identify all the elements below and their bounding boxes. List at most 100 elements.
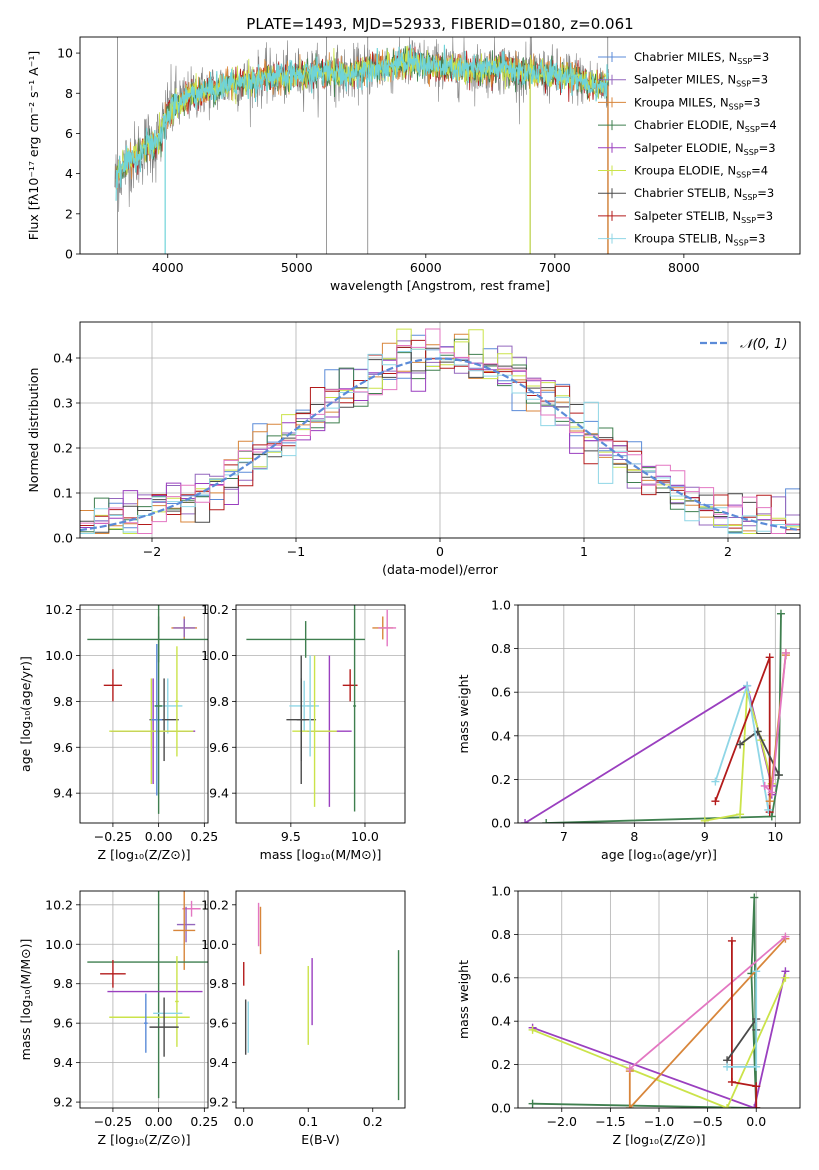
y-tick-label: 4 bbox=[65, 166, 73, 181]
legend-sub: SSP bbox=[744, 148, 759, 157]
axes-frame bbox=[517, 890, 801, 1109]
x-tick-label: −0.25 bbox=[94, 1114, 132, 1129]
y-tick-label: 9.8 bbox=[53, 976, 73, 991]
errorbar-point bbox=[342, 669, 358, 702]
y-tick-label: 10 bbox=[57, 46, 73, 61]
x-tick-label: 6000 bbox=[410, 260, 442, 275]
y-tick-label: 9.8 bbox=[209, 976, 229, 991]
y-tick-label: 0.3 bbox=[53, 396, 73, 411]
weight-series-marker bbox=[776, 609, 785, 618]
axes-frame bbox=[235, 604, 406, 824]
y-tick-label: 10.2 bbox=[45, 602, 73, 617]
y-tick-label: 0.4 bbox=[491, 728, 511, 743]
errorbar-point bbox=[151, 644, 163, 796]
weight-series-marker bbox=[764, 805, 773, 814]
legend-label: 𝒩(0, 1) bbox=[740, 337, 787, 352]
weight-series-marker bbox=[736, 810, 745, 819]
weight-series-marker bbox=[521, 819, 530, 823]
errorbar-point bbox=[246, 621, 365, 658]
y-tick-label: 9.4 bbox=[53, 786, 73, 801]
x-tick-label: 0.2 bbox=[363, 1114, 383, 1129]
plot-area bbox=[80, 322, 800, 538]
weight-series-line bbox=[524, 684, 773, 823]
y-tick-label: 9.6 bbox=[53, 740, 73, 755]
weight-series-marker bbox=[760, 781, 769, 790]
errorbar-point bbox=[353, 605, 357, 812]
weight-series-marker bbox=[727, 1077, 736, 1086]
x-tick-label: 0.1 bbox=[298, 1114, 318, 1129]
x-tick-label: 10 bbox=[767, 829, 783, 844]
axes-frame bbox=[79, 890, 209, 1109]
legend-suffix: =3 bbox=[749, 232, 766, 246]
y-tick-label: 10.0 bbox=[201, 937, 229, 952]
residuals-histogram-panel: −2 −1 0 1 2 0.0 0.1 0.2 0.3 0.4 (data-model)/error… bbox=[26, 321, 801, 577]
errorbar-point bbox=[378, 609, 397, 647]
weight-series-marker bbox=[765, 653, 774, 662]
y-tick-label: 9.6 bbox=[209, 1016, 229, 1031]
axes-frame bbox=[235, 890, 406, 1109]
x-tick-label: 0.0 bbox=[746, 1114, 766, 1129]
y-tick-label: 0.2 bbox=[491, 1057, 511, 1072]
x-axis-label: wavelength [Angstrom, rest frame] bbox=[330, 278, 550, 293]
y-axis-label: mass weight bbox=[456, 960, 471, 1039]
plot-area bbox=[243, 902, 400, 1101]
weight-series-marker bbox=[781, 932, 790, 941]
plot-area bbox=[114, 37, 610, 254]
spectrum-data-line bbox=[114, 37, 610, 212]
errorbar-point bbox=[175, 646, 179, 757]
metallicity-mass-panel: −0.25 0.00 0.25 9.2 9.4 9.6 9.8 10.0 10.2 Z [log₁… bbox=[18, 890, 218, 1147]
legend-label: Kroupa ELODIE, NSSP=4 bbox=[634, 164, 768, 180]
weight-series-line bbox=[532, 971, 787, 1108]
y-tick-label: 10.2 bbox=[201, 897, 229, 912]
weight-series-line bbox=[532, 896, 758, 1108]
legend-sub: SSP bbox=[734, 239, 749, 248]
y-axis-label: mass [log₁₀(M/M⊙)] bbox=[18, 939, 33, 1061]
x-tick-label: −0.5 bbox=[692, 1114, 722, 1129]
y-tick-label: 6 bbox=[65, 126, 73, 141]
x-axis-label: E(B-V) bbox=[301, 1132, 340, 1147]
errorbar-point bbox=[100, 960, 126, 988]
histogram-series bbox=[80, 347, 800, 534]
plot-area bbox=[236, 605, 405, 823]
x-tick-label: 0.25 bbox=[190, 829, 218, 844]
x-tick-label: 0 bbox=[436, 544, 444, 559]
legend-suffix: =3 bbox=[756, 209, 773, 223]
axes-frame bbox=[79, 36, 801, 255]
weight-series-marker bbox=[625, 1104, 634, 1108]
figure-title: PLATE=1493, MJD=52933, FIBERID=0180, z=0… bbox=[246, 15, 633, 33]
metallicity-weight-panel: −2.0 −1.5 −1.0 −0.5 0.0 0.0 0.2 0.4 0.6 0.8 1.0 Z [… bbox=[456, 884, 801, 1147]
ebv-mass-panel: 0.0 0.1 0.2 9.2 9.4 9.6 9.8 10.0 10.2 E(B-V) bbox=[201, 890, 406, 1147]
legend-suffix: =3 bbox=[759, 141, 776, 155]
y-tick-label: 0.6 bbox=[491, 685, 511, 700]
weight-series-marker bbox=[625, 1064, 634, 1073]
weight-series-marker bbox=[750, 893, 759, 902]
y-tick-label: 9.8 bbox=[209, 694, 229, 709]
age-weight-panel: 7 8 9 10 0.0 0.2 0.4 0.6 0.8 1.0 age [log₁₀(age/yr… bbox=[456, 598, 801, 862]
weight-series-marker bbox=[723, 1062, 732, 1071]
y-tick-label: 1.0 bbox=[491, 884, 511, 899]
legend-label: Chabrier ELODIE, NSSP=4 bbox=[634, 118, 777, 134]
y-tick-label: 0.4 bbox=[491, 1014, 511, 1029]
x-tick-label: 0.0 bbox=[234, 1114, 254, 1129]
plot-area bbox=[518, 605, 800, 823]
metallicity-age-panel: −0.25 0.00 0.25 9.4 9.6 9.8 10.0 10.2 Z [log₁₀(Z… bbox=[18, 602, 218, 862]
errorbar-point bbox=[182, 900, 201, 917]
weight-series-marker bbox=[528, 1025, 537, 1034]
weight-series-line bbox=[546, 613, 782, 823]
x-axis-label: Z [log₁₀(Z/Z⊙)] bbox=[98, 847, 191, 862]
weight-series-marker bbox=[752, 1082, 761, 1091]
errorbar-point bbox=[173, 891, 196, 970]
y-axis-label: Normed distribution bbox=[26, 368, 41, 493]
y-tick-label: 0.0 bbox=[491, 1101, 511, 1116]
errorbar-point bbox=[175, 956, 179, 1047]
errorbar-point bbox=[292, 655, 337, 807]
legend-sub: SSP bbox=[737, 57, 752, 66]
weight-series-marker bbox=[781, 973, 790, 982]
y-tick-label: 0.8 bbox=[491, 927, 511, 942]
x-tick-label: 8000 bbox=[668, 260, 700, 275]
weight-series-marker bbox=[774, 771, 783, 780]
legend-label: Chabrier STELIB, NSSP=3 bbox=[634, 186, 774, 202]
weight-series-marker bbox=[736, 740, 745, 749]
errorbar-point bbox=[149, 997, 179, 1057]
